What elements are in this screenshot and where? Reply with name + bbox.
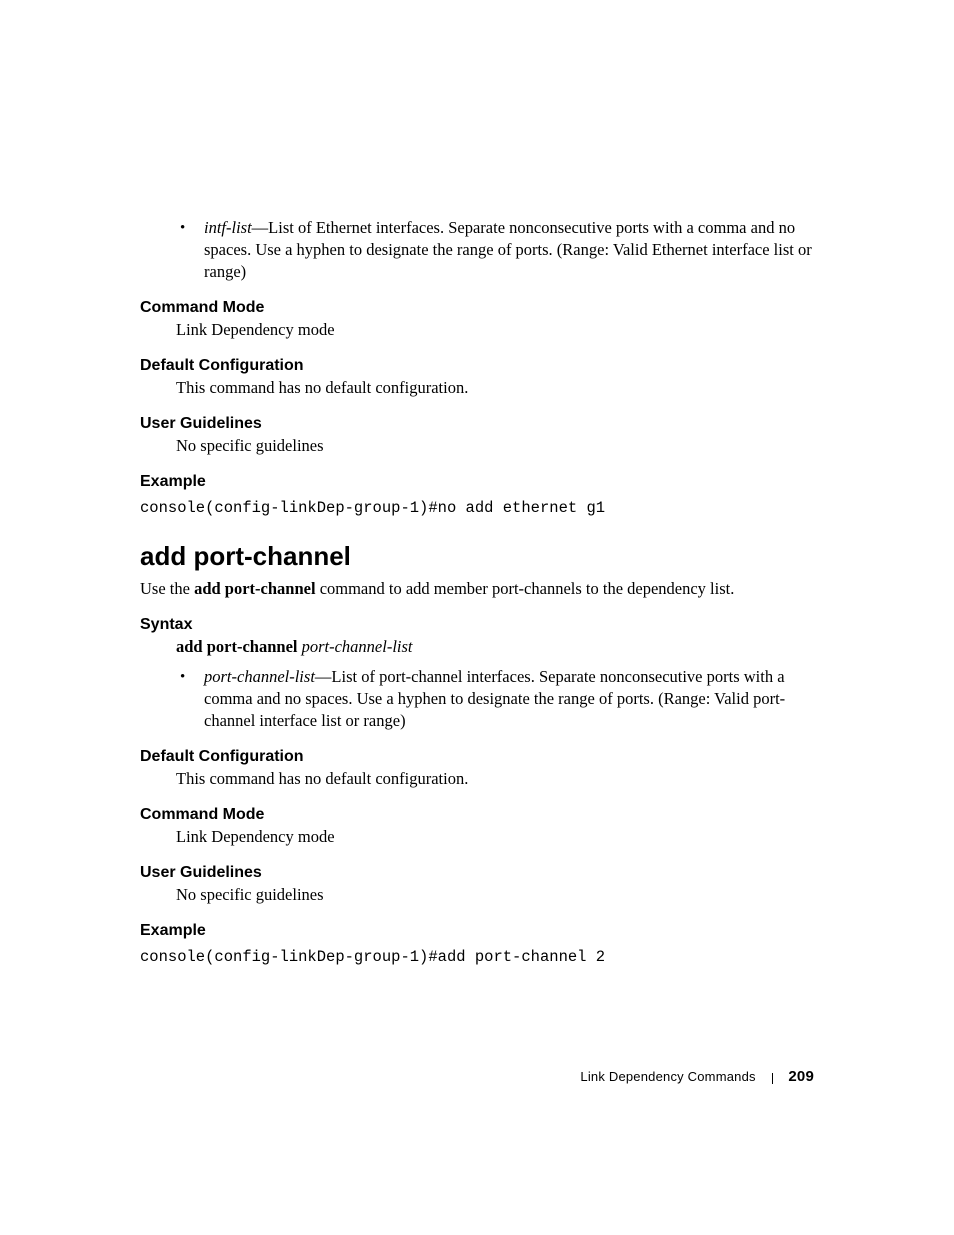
param-desc: List of Ethernet interfaces. Separate no… [204,218,812,281]
bullet-marker: • [180,666,204,732]
code-example-1: console(config-linkDep-group-1)#no add e… [140,497,815,519]
heading-user-guidelines-2: User Guidelines [140,864,815,882]
body-command-mode-2: Link Dependency mode [176,826,815,848]
page-content: • intf-list—List of Ethernet interfaces.… [140,217,815,974]
footer-page-number: 209 [788,1068,814,1085]
heading-command-mode-2: Command Mode [140,806,815,824]
heading-example: Example [140,473,815,491]
heading-command-mode: Command Mode [140,299,815,317]
heading-syntax: Syntax [140,616,815,634]
syntax-command: add port-channel [176,637,297,656]
intro-post: command to add member port-channels to t… [316,579,735,598]
syntax-line: add port-channel port-channel-list [176,636,815,658]
heading-example-2: Example [140,922,815,940]
param-bullet-port-channel-list: • port-channel-list—List of port-channel… [180,666,815,732]
body-command-mode: Link Dependency mode [176,319,815,341]
syntax-arg: port-channel-list [302,637,413,656]
command-intro: Use the add port-channel command to add … [140,578,815,600]
document-page: • intf-list—List of Ethernet interfaces.… [0,0,954,1235]
page-footer: Link Dependency Commands 209 [580,1068,814,1085]
bullet-text: port-channel-list—List of port-channel i… [204,666,815,732]
intro-command-name: add port-channel [194,579,315,598]
body-user-guidelines: No specific guidelines [176,435,815,457]
bullet-text: intf-list—List of Ethernet interfaces. S… [204,217,815,283]
heading-user-guidelines: User Guidelines [140,415,815,433]
footer-divider [772,1073,773,1084]
body-default-config-2: This command has no default configuratio… [176,768,815,790]
body-user-guidelines-2: No specific guidelines [176,884,815,906]
bullet-marker: • [180,217,204,283]
intro-pre: Use the [140,579,194,598]
code-example-2: console(config-linkDep-group-1)#add port… [140,946,815,968]
heading-default-config: Default Configuration [140,357,815,375]
param-sep: — [252,218,269,237]
command-title-add-port-channel: add port-channel [140,541,815,572]
param-bullet-intf-list: • intf-list—List of Ethernet interfaces.… [180,217,815,283]
param-sep: — [315,667,332,686]
param-term: intf-list [204,218,252,237]
param-term: port-channel-list [204,667,315,686]
footer-section-name: Link Dependency Commands [580,1069,755,1084]
heading-default-config-2: Default Configuration [140,748,815,766]
body-default-config: This command has no default configuratio… [176,377,815,399]
